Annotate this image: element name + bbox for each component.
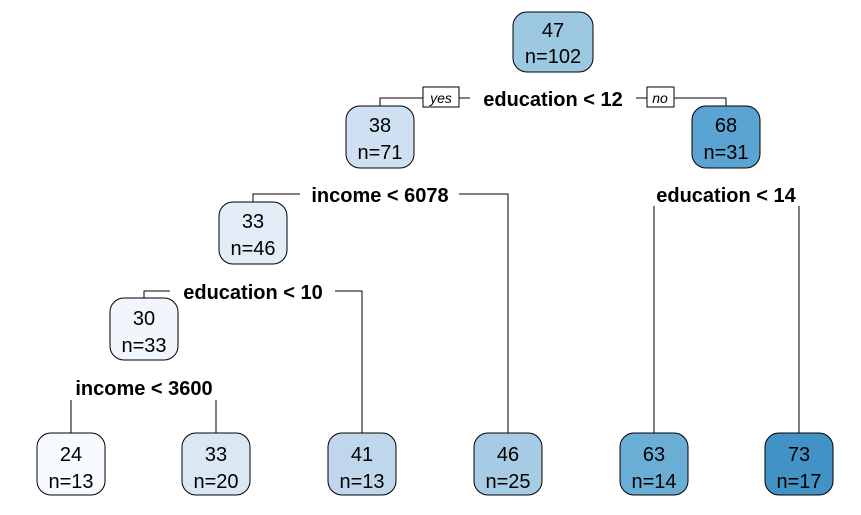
leaf-4-value: 46 [497,444,519,466]
no-label: no [652,90,668,106]
node-n2: 38 n=71 [345,105,415,169]
leaf-3: 41 n=13 [327,432,397,496]
node-root: 47 n=102 [512,11,594,73]
yes-label: yes [429,90,452,106]
leaf-6-count: n=17 [776,471,821,493]
leaf-1: 24 n=13 [36,432,106,496]
tree-nodes: 47 n=102 38 n=71 68 n=31 33 n=46 30 n=33 [36,11,834,496]
leaf-2-count: n=20 [193,471,238,493]
no-label-box [646,86,675,108]
leaf-5-value: 63 [643,444,665,466]
node-n3-value: 68 [715,115,737,137]
node-root-box [512,11,594,73]
node-n3-box [691,105,761,169]
node-n2-box [345,105,415,169]
leaf-6: 73 n=17 [764,432,834,496]
node-n4-count: n=46 [230,238,275,260]
node-n3: 68 n=31 [691,105,761,169]
leaf-3-box [327,432,397,496]
leaf-5-count: n=14 [631,471,676,493]
leaf-3-count: n=13 [339,471,384,493]
node-n8: 30 n=33 [109,297,179,361]
leaf-5: 63 n=14 [619,432,689,496]
leaf-5-box [619,432,689,496]
node-root-count: n=102 [525,46,581,68]
node-n8-value: 30 [133,308,155,330]
node-root-value: 47 [542,20,564,42]
yes-label-box [422,86,460,108]
split-label-n4: education < 10 [183,282,323,304]
leaf-1-count: n=13 [48,471,93,493]
edge-n4-left [143,290,170,298]
split-label-n2: income < 6078 [311,185,448,207]
leaf-2-value: 33 [205,444,227,466]
branch-labels: yes no [422,86,675,108]
leaf-2: 33 n=20 [181,432,251,496]
split-label-n3: education < 14 [656,185,796,207]
leaf-3-value: 41 [351,444,373,466]
leaf-1-box [36,432,106,496]
node-n4-value: 33 [242,211,264,233]
leaf-2-box [181,432,251,496]
split-label-n8: income < 3600 [75,378,212,400]
split-label-root: education < 12 [483,89,623,111]
node-n2-value: 38 [369,115,391,137]
edge-n2-right [459,193,509,433]
leaf-6-value: 73 [788,444,810,466]
leaf-4-box [473,432,543,496]
leaf-4-count: n=25 [485,471,530,493]
leaf-1-value: 24 [60,444,82,466]
node-n4: 33 n=46 [218,201,288,265]
node-n2-count: n=71 [357,142,402,164]
node-n8-box [109,297,179,361]
edge-n2-left [252,193,300,202]
node-n4-box [218,201,288,265]
leaf-4: 46 n=25 [473,432,543,496]
node-n3-count: n=31 [703,142,748,164]
split-labels: education < 12 income < 6078 education <… [75,89,796,400]
node-n8-count: n=33 [121,335,166,357]
leaf-6-box [764,432,834,496]
edge-n4-right [335,290,363,433]
